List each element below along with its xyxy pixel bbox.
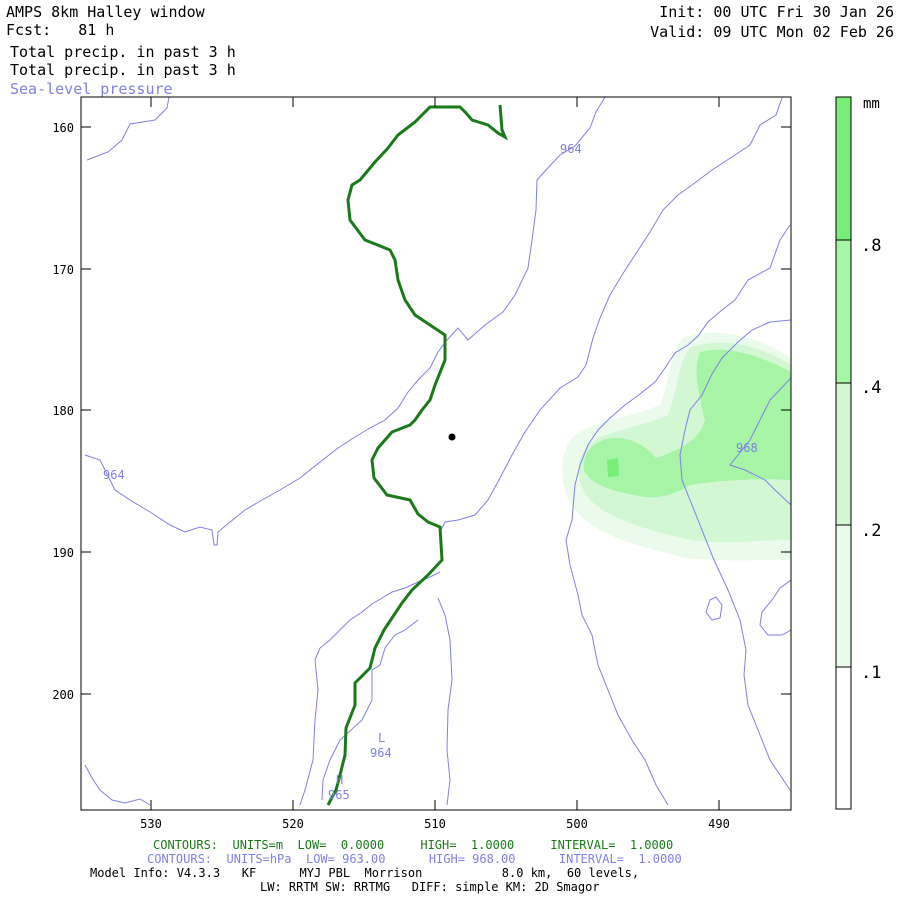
map-plot: 964 964 968 L 964 H 965 [84, 97, 791, 806]
x-tick-label: 490 [708, 817, 730, 831]
x-tick-label: 530 [140, 817, 162, 831]
station-marker [448, 433, 456, 441]
x-tick-label: 500 [566, 817, 588, 831]
isobar [679, 319, 791, 791]
isobar [437, 597, 453, 806]
isobar [321, 619, 419, 801]
map-title: AMPS 8km Halley window [6, 3, 205, 21]
init-line: Init: 00 UTC Fri 30 Jan 26 [659, 4, 894, 21]
isobar [729, 377, 791, 506]
colorbar-bin-04 [836, 240, 851, 383]
valid-line: Valid: 09 UTC Mon 02 Feb 26 [650, 24, 894, 41]
field-1-label: Total precip. in past 3 h [10, 43, 236, 61]
colorbar-label: .1 [861, 663, 881, 683]
terrain-contour [326, 104, 509, 806]
isobar-label: 964 [370, 746, 392, 760]
precip-band-04 [583, 349, 791, 498]
init-value: 00 UTC Fri 30 Jan 26 [713, 3, 894, 21]
forecast-line: Fcst: 81 h [6, 22, 114, 39]
isobar-label: 964 [103, 468, 125, 482]
map-frame [80, 96, 792, 811]
valid-label: Valid: [650, 23, 705, 41]
isobar [439, 97, 783, 561]
colorbar-bin-00 [836, 667, 851, 809]
contour-info-terrain: CONTOURS: UNITS=m LOW= 0.0000 HIGH= 1.00… [153, 838, 674, 852]
field-3-label: Sea-level pressure [10, 80, 173, 98]
forecast-hours: 81 h [78, 21, 115, 39]
colorbar-bin-08 [836, 97, 851, 240]
isobar [565, 224, 791, 806]
valid-value: 09 UTC Mon 02 Feb 26 [713, 23, 894, 41]
isobar [705, 596, 723, 621]
y-tick-label: 170 [52, 263, 74, 277]
y-tick-label: 160 [52, 121, 74, 135]
precip-shading [562, 332, 791, 561]
x-axis-labels: 530 520 510 500 490 [140, 817, 730, 831]
field-2-label: Total precip. in past 3 h [10, 61, 236, 79]
isobar-label: 965 [328, 788, 350, 802]
precip-band-08 [607, 458, 619, 477]
isobar [84, 764, 151, 806]
colorbar-bin-01 [836, 525, 851, 667]
y-tick-label: 200 [52, 688, 74, 702]
x-tick-label: 520 [282, 817, 304, 831]
isobar [86, 97, 170, 161]
isobar [759, 579, 791, 636]
isobar [299, 571, 441, 806]
y-axis-labels: 160 170 180 190 200 [52, 121, 74, 702]
isobar-labels: 964 964 968 L 964 H 965 [103, 142, 758, 802]
isobar [84, 97, 606, 546]
low-pressure-label: L [378, 731, 385, 745]
physics-info: LW: RRTM SW: RRTMG DIFF: simple KM: 2D S… [260, 880, 600, 894]
contour-info-pressure: CONTOURS: UNITS=hPa LOW= 963.00 HIGH= 96… [147, 852, 682, 866]
model-info: Model Info: V4.3.3 KF MYJ PBL Morrison 8… [90, 866, 640, 880]
x-axis-ticks [150, 97, 720, 810]
colorbar-unit: mm [863, 96, 880, 112]
x-tick-label: 510 [424, 817, 446, 831]
isobar-label: 964 [560, 142, 582, 156]
colorbar-label: .8 [861, 236, 881, 256]
y-tick-label: 180 [52, 404, 74, 418]
init-label: Init: [659, 3, 705, 21]
colorbar-label: .4 [861, 378, 881, 398]
y-axis-ticks [81, 126, 791, 695]
isobars [84, 97, 791, 806]
forecast-label: Fcst: [6, 21, 52, 39]
colorbar: mm .8 .4 .2 .1 [835, 96, 881, 810]
isobar-label: 968 [736, 441, 758, 455]
colorbar-label: .2 [861, 521, 881, 541]
high-pressure-label: H [336, 773, 343, 787]
colorbar-bin-02 [836, 383, 851, 525]
y-tick-label: 190 [52, 546, 74, 560]
